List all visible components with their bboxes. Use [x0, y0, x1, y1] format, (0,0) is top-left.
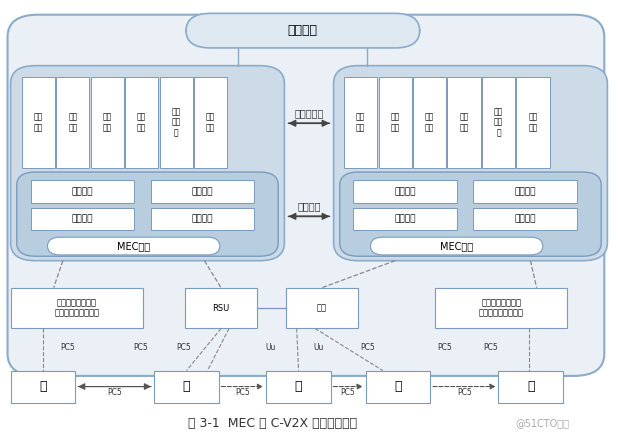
- FancyBboxPatch shape: [151, 208, 254, 230]
- Text: 高精
地图: 高精 地图: [391, 112, 400, 132]
- Text: 事件
决策: 事件 决策: [528, 112, 538, 132]
- FancyBboxPatch shape: [31, 181, 134, 202]
- Text: PC5: PC5: [483, 343, 498, 352]
- FancyBboxPatch shape: [371, 237, 543, 255]
- Text: 云控中心: 云控中心: [288, 24, 318, 37]
- Text: PC5: PC5: [457, 388, 472, 397]
- Text: @51CTO博客: @51CTO博客: [516, 418, 570, 428]
- Text: 业务切换: 业务切换: [297, 201, 321, 211]
- FancyBboxPatch shape: [353, 208, 457, 230]
- FancyBboxPatch shape: [22, 77, 55, 168]
- Text: PC5: PC5: [107, 388, 122, 397]
- FancyBboxPatch shape: [154, 371, 219, 402]
- FancyBboxPatch shape: [151, 181, 254, 202]
- FancyBboxPatch shape: [17, 172, 278, 256]
- Text: PC5: PC5: [341, 388, 355, 397]
- Text: 高清
视频: 高清 视频: [356, 112, 365, 132]
- FancyBboxPatch shape: [159, 77, 193, 168]
- FancyBboxPatch shape: [31, 208, 134, 230]
- Text: 远程
驾驶: 远程 驾驶: [459, 112, 468, 132]
- FancyBboxPatch shape: [344, 77, 378, 168]
- Text: 远程
驾驶: 远程 驾驶: [137, 112, 146, 132]
- Text: PC5: PC5: [176, 343, 191, 352]
- FancyBboxPatch shape: [499, 371, 563, 402]
- FancyBboxPatch shape: [482, 77, 515, 168]
- Text: RSU: RSU: [213, 304, 230, 313]
- FancyBboxPatch shape: [413, 77, 446, 168]
- FancyBboxPatch shape: [11, 66, 284, 260]
- Text: 高精
地图: 高精 地图: [68, 112, 77, 132]
- FancyBboxPatch shape: [353, 181, 457, 202]
- FancyBboxPatch shape: [266, 371, 331, 402]
- Text: 运算加速: 运算加速: [192, 187, 213, 196]
- Text: 数据处理: 数据处理: [192, 215, 213, 223]
- FancyBboxPatch shape: [56, 77, 90, 168]
- Text: 路侧信息采集单元
（雷达、摄像头等）: 路侧信息采集单元 （雷达、摄像头等）: [479, 298, 524, 318]
- Text: 多媒
体应
用: 多媒 体应 用: [494, 107, 503, 137]
- Text: 数据存储: 数据存储: [72, 187, 93, 196]
- Text: 车: 车: [182, 380, 190, 393]
- FancyBboxPatch shape: [194, 77, 227, 168]
- FancyBboxPatch shape: [286, 288, 358, 329]
- Text: PC5: PC5: [61, 343, 75, 352]
- Text: Uu: Uu: [314, 343, 324, 352]
- Text: 路侧信息采集单元
（雷达、摄像头等）: 路侧信息采集单元 （雷达、摄像头等）: [54, 298, 99, 318]
- FancyBboxPatch shape: [516, 77, 549, 168]
- Text: 车: 车: [39, 380, 47, 393]
- Text: 业务回传: 业务回传: [72, 215, 93, 223]
- Text: 多媒
体应
用: 多媒 体应 用: [171, 107, 180, 137]
- Text: 自动
驾驶: 自动 驾驶: [103, 112, 112, 132]
- Text: 人: 人: [295, 380, 302, 393]
- Text: 车: 车: [394, 380, 402, 393]
- FancyBboxPatch shape: [91, 77, 124, 168]
- FancyBboxPatch shape: [378, 77, 412, 168]
- FancyBboxPatch shape: [186, 13, 420, 48]
- Text: PC5: PC5: [361, 343, 376, 352]
- Text: Uu: Uu: [265, 343, 276, 352]
- FancyBboxPatch shape: [340, 172, 601, 256]
- Text: PC5: PC5: [235, 388, 250, 397]
- Text: 图 3-1  MEC 与 C-V2X 融合场景架构: 图 3-1 MEC 与 C-V2X 融合场景架构: [187, 417, 357, 430]
- FancyBboxPatch shape: [185, 288, 257, 329]
- FancyBboxPatch shape: [366, 371, 430, 402]
- Text: 运算加速: 运算加速: [514, 187, 536, 196]
- Text: 高清
视频: 高清 视频: [33, 112, 43, 132]
- Text: 事件
决策: 事件 决策: [206, 112, 215, 132]
- FancyBboxPatch shape: [473, 208, 577, 230]
- Text: 基站: 基站: [317, 304, 327, 313]
- FancyBboxPatch shape: [11, 371, 75, 402]
- Text: 自动
驾驶: 自动 驾驶: [425, 112, 434, 132]
- FancyBboxPatch shape: [11, 288, 143, 329]
- FancyBboxPatch shape: [7, 15, 604, 376]
- Text: PC5: PC5: [133, 343, 148, 352]
- Text: 车: 车: [527, 380, 535, 393]
- FancyBboxPatch shape: [435, 288, 567, 329]
- FancyBboxPatch shape: [334, 66, 607, 260]
- FancyBboxPatch shape: [48, 237, 220, 255]
- FancyBboxPatch shape: [473, 181, 577, 202]
- Text: PC5: PC5: [437, 343, 452, 352]
- Text: MEC平台: MEC平台: [117, 241, 150, 251]
- FancyBboxPatch shape: [125, 77, 158, 168]
- Text: MEC平台: MEC平台: [440, 241, 473, 251]
- Text: 边缘云应用: 边缘云应用: [294, 108, 324, 118]
- Text: 业务回传: 业务回传: [394, 215, 416, 223]
- FancyBboxPatch shape: [447, 77, 481, 168]
- Text: 数据处理: 数据处理: [514, 215, 536, 223]
- Text: 数据存储: 数据存储: [394, 187, 416, 196]
